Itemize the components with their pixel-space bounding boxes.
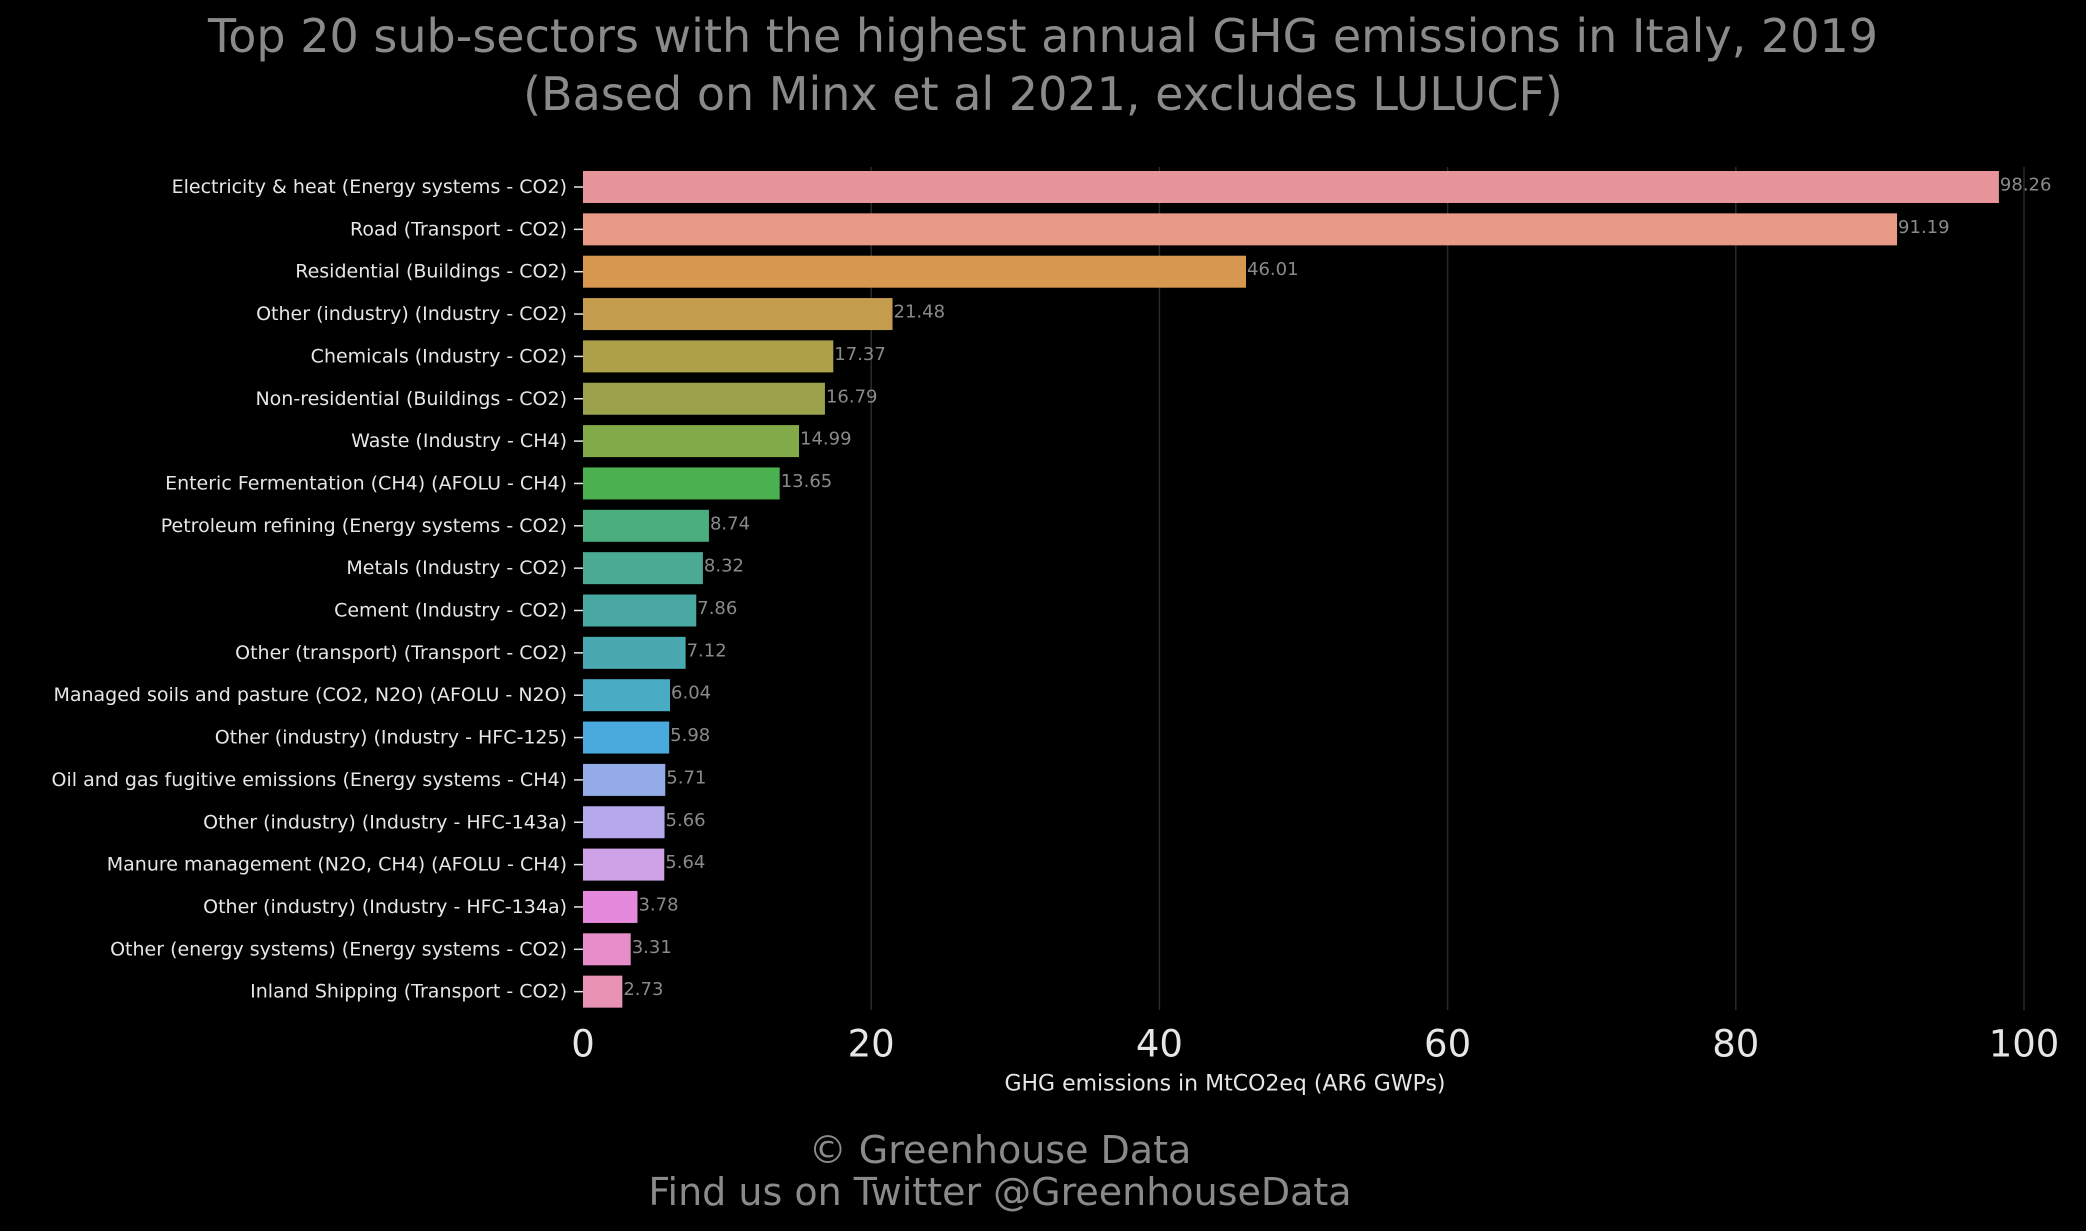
data-label: 91.19 xyxy=(1898,217,1950,238)
bar xyxy=(583,933,631,966)
category-label: Inland Shipping (Transport - CO2) xyxy=(250,981,567,1003)
category-label: Enteric Fermentation (CH4) (AFOLU - CH4) xyxy=(165,472,567,494)
data-label: 21.48 xyxy=(894,302,946,323)
category-label: Other (industry) (Industry - HFC-143a) xyxy=(203,811,567,833)
category-label: Metals (Industry - CO2) xyxy=(346,557,567,579)
bar xyxy=(583,806,665,839)
data-label: 5.98 xyxy=(670,725,710,746)
data-label: 3.78 xyxy=(638,894,678,915)
data-label: 6.04 xyxy=(671,683,711,704)
category-label: Cement (Industry - CO2) xyxy=(334,600,567,622)
x-tick-label: 40 xyxy=(1136,1023,1183,1066)
bar xyxy=(583,975,623,1008)
data-label: 3.31 xyxy=(632,937,672,958)
bar xyxy=(583,636,686,669)
credit-twitter: Find us on Twitter @GreenhouseData xyxy=(648,1170,1352,1214)
bar xyxy=(583,213,1898,246)
bar xyxy=(583,255,1247,288)
bar xyxy=(583,848,665,881)
bar xyxy=(583,679,671,712)
data-label: 98.26 xyxy=(2000,175,2052,196)
data-label: 13.65 xyxy=(781,471,833,492)
chart-subtitle: (Based on Minx et al 2021, excludes LULU… xyxy=(523,67,1563,121)
category-label: Other (transport) (Transport - CO2) xyxy=(235,642,567,664)
category-label: Other (industry) (Industry - HFC-125) xyxy=(215,727,567,749)
bar xyxy=(583,340,834,373)
data-label: 5.71 xyxy=(666,767,706,788)
category-label: Electricity & heat (Energy systems - CO2… xyxy=(172,176,567,198)
bar xyxy=(583,425,800,458)
x-tick-label: 20 xyxy=(848,1023,895,1066)
bar xyxy=(583,552,703,585)
data-label: 8.74 xyxy=(710,513,750,534)
data-label: 5.66 xyxy=(666,810,706,831)
bar xyxy=(583,298,893,331)
bar xyxy=(583,467,780,500)
data-label: 46.01 xyxy=(1247,259,1299,280)
data-label: 7.12 xyxy=(687,640,727,661)
category-label: Chemicals (Industry - CO2) xyxy=(311,345,567,367)
category-label: Other (industry) (Industry - CO2) xyxy=(256,303,567,325)
chart-title: Top 20 sub-sectors with the highest annu… xyxy=(208,9,1878,63)
category-label: Manure management (N2O, CH4) (AFOLU - CH… xyxy=(107,854,567,876)
data-label: 8.32 xyxy=(704,556,744,577)
category-label: Non-residential (Buildings - CO2) xyxy=(255,388,567,410)
bar xyxy=(583,763,666,796)
data-label: 17.37 xyxy=(834,344,886,365)
data-label: 2.73 xyxy=(623,979,663,1000)
data-label: 16.79 xyxy=(826,386,878,407)
data-label: 14.99 xyxy=(800,429,852,450)
credit-copyright: © Greenhouse Data xyxy=(808,1128,1192,1172)
category-label: Residential (Buildings - CO2) xyxy=(295,261,567,283)
x-tick-label: 80 xyxy=(1712,1023,1759,1066)
category-label: Other (industry) (Industry - HFC-134a) xyxy=(203,896,567,918)
bar xyxy=(583,509,709,542)
x-tick-label: 0 xyxy=(571,1023,595,1066)
category-label: Managed soils and pasture (CO2, N2O) (AF… xyxy=(53,684,567,706)
bar xyxy=(583,382,825,415)
category-label: Other (energy systems) (Energy systems -… xyxy=(110,938,567,960)
bar xyxy=(583,594,697,627)
bar xyxy=(583,721,670,754)
x-axis-label: GHG emissions in MtCO2eq (AR6 GWPs) xyxy=(1004,1072,1445,1097)
data-label: 7.86 xyxy=(697,598,737,619)
category-label: Waste (Industry - CH4) xyxy=(351,430,567,452)
bar xyxy=(583,171,1999,203)
category-label: Oil and gas fugitive emissions (Energy s… xyxy=(52,769,567,791)
data-label: 5.64 xyxy=(665,852,705,873)
bar xyxy=(583,890,638,923)
x-tick-label: 60 xyxy=(1424,1023,1471,1066)
category-label: Road (Transport - CO2) xyxy=(350,218,567,240)
x-tick-label: 100 xyxy=(1989,1023,2060,1066)
category-label: Petroleum refining (Energy systems - CO2… xyxy=(161,515,567,537)
